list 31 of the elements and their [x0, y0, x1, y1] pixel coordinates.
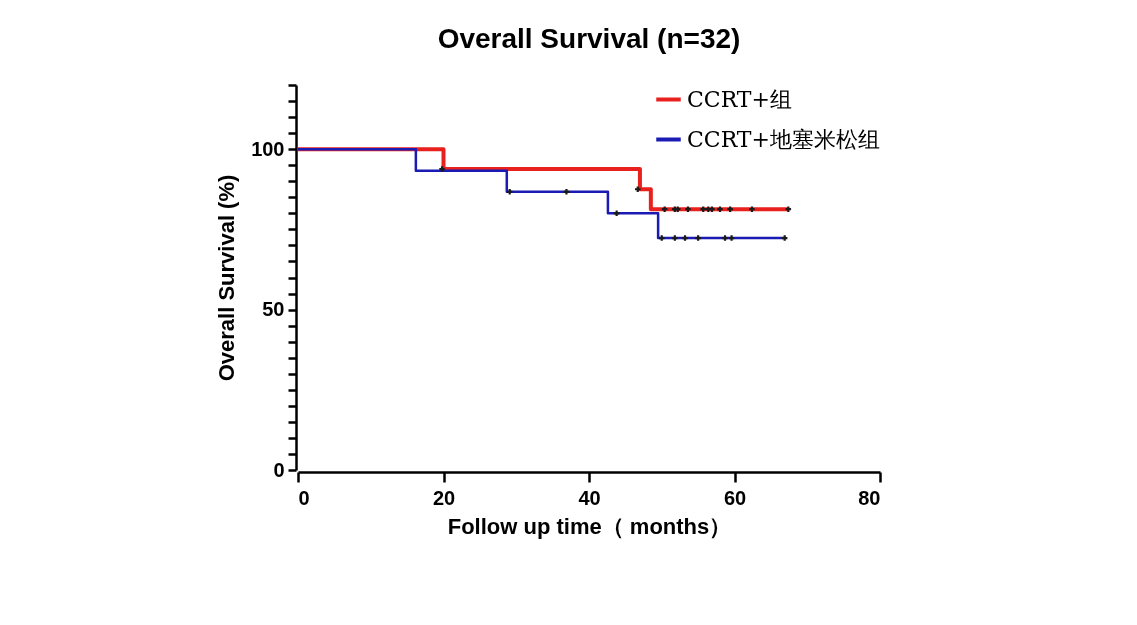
x-tick-label: 80: [858, 486, 881, 509]
point: [672, 235, 678, 241]
point: [563, 189, 570, 195]
x-tick-label: 0: [298, 486, 310, 509]
point: [700, 206, 706, 212]
point: [685, 206, 691, 212]
point: [727, 206, 733, 212]
point: [659, 235, 665, 241]
point: [439, 166, 445, 172]
chart-title: Overall Survival (n=32): [437, 22, 741, 54]
point: [785, 206, 792, 212]
point: [661, 206, 668, 212]
point: [709, 206, 715, 212]
point: [722, 235, 728, 241]
legend-label: CCRT+组: [687, 86, 792, 112]
x-tick-label: 20: [432, 486, 456, 509]
x-tick-label: 40: [578, 486, 601, 509]
point: [695, 235, 701, 241]
legend-label: CCRT+地塞米松组: [687, 126, 880, 152]
y-tick-label: 0: [273, 458, 285, 481]
point: [717, 206, 723, 212]
point: [506, 189, 513, 195]
y-axis-title: Overall Survival (%): [214, 174, 240, 382]
y-tick-label: 100: [251, 137, 285, 160]
point: [682, 235, 688, 241]
point: [749, 206, 755, 212]
x-axis-title: Follow up time（ months）: [447, 513, 732, 539]
point: [728, 235, 735, 241]
y-tick-label: 50: [262, 298, 285, 321]
point: [781, 235, 788, 241]
x-tick-label: 60: [723, 486, 747, 509]
